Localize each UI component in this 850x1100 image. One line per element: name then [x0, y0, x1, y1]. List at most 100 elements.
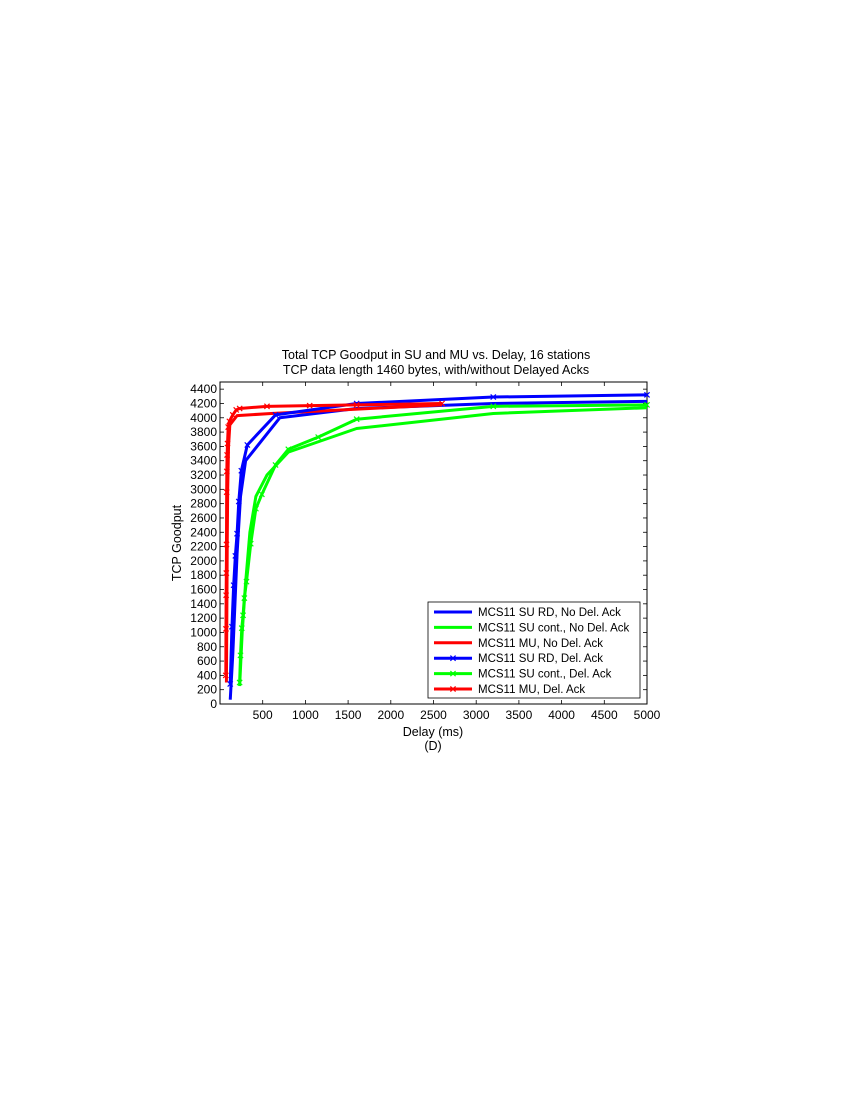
y-tick-label: 3600	[190, 439, 217, 453]
data-point	[439, 400, 446, 407]
data-point	[258, 491, 265, 498]
series	[222, 400, 446, 679]
x-tick-label: 1500	[335, 708, 362, 722]
y-axis: 0200400600800100012001400160018002000220…	[190, 382, 647, 711]
y-tick-label: 1600	[190, 583, 217, 597]
data-point	[229, 411, 236, 418]
x-tick-label: 3500	[506, 708, 533, 722]
legend-entry: MCS11 SU RD, No Del. Ack	[434, 607, 621, 619]
y-tick-label: 2000	[190, 554, 217, 568]
data-point	[230, 582, 237, 589]
data-point	[223, 489, 230, 496]
legend-items: MCS11 SU RD, No Del. Ack MCS11 SU cont., …	[434, 607, 630, 696]
data-point	[272, 411, 279, 418]
data-point	[223, 592, 230, 599]
y-tick-label: 800	[197, 640, 217, 654]
legend-label: MCS11 MU, No Del. Ack	[478, 638, 603, 650]
data-point	[225, 424, 232, 431]
y-tick-label: 3800	[190, 425, 217, 439]
x-tick-label: 1000	[292, 708, 319, 722]
y-tick-label: 400	[197, 668, 217, 682]
legend-label: MCS11 SU cont., Del. Ack	[478, 669, 612, 681]
y-tick-label: 2200	[190, 540, 217, 554]
data-point	[222, 625, 230, 632]
y-tick-label: 4400	[190, 382, 217, 396]
data-point	[449, 655, 457, 662]
data-point	[223, 570, 230, 577]
data-point	[306, 402, 313, 409]
series-line	[228, 393, 648, 685]
legend-entry: MCS11 SU cont., Del. Ack	[434, 669, 612, 681]
legend-label: MCS11 SU RD, Del. Ack	[478, 653, 603, 665]
y-tick-label: 3000	[190, 482, 217, 496]
data-point	[236, 405, 243, 412]
y-tick-label: 4200	[190, 396, 217, 410]
series-layer	[222, 391, 651, 700]
data-point	[243, 578, 250, 585]
data-point	[490, 394, 497, 401]
data-point	[222, 672, 229, 679]
data-point	[449, 685, 457, 693]
y-tick-label: 3200	[190, 468, 217, 482]
x-tick-label: 2000	[377, 708, 404, 722]
y-tick-label: 200	[197, 683, 217, 697]
data-point	[241, 595, 248, 602]
y-tick-label: 4000	[190, 411, 217, 425]
data-point	[240, 612, 247, 619]
series	[236, 401, 651, 686]
y-tick-label: 1200	[190, 611, 217, 625]
data-point	[315, 434, 322, 441]
x-axis-label: Delay (ms)	[403, 725, 463, 739]
y-tick-label: 2600	[190, 511, 217, 525]
y-tick-label: 2400	[190, 525, 217, 539]
data-point	[272, 461, 279, 469]
data-point	[252, 505, 259, 512]
data-point	[643, 391, 651, 398]
y-tick-label: 0	[210, 697, 217, 711]
data-point	[247, 540, 254, 547]
y-tick-label: 1000	[190, 625, 217, 639]
data-point	[224, 440, 231, 447]
data-point	[236, 679, 243, 686]
series-line	[224, 401, 443, 676]
data-point	[223, 468, 230, 475]
x-tick-label: 4000	[548, 708, 575, 722]
data-point	[223, 541, 230, 548]
chart-title: Total TCP Goodput in SU and MU vs. Delay…	[282, 348, 590, 362]
legend-entry: MCS11 MU, Del. Ack	[434, 684, 585, 696]
legend-entry: MCS11 MU, No Del. Ack	[434, 638, 603, 650]
y-tick-label: 600	[197, 654, 217, 668]
y-axis-label: TCP Goodput	[170, 504, 184, 581]
x-tick-label: 500	[253, 708, 273, 722]
data-point	[232, 552, 239, 559]
x-tick-label: 4500	[591, 708, 618, 722]
x-tick-label: 5000	[634, 708, 661, 722]
legend-label: MCS11 SU cont., No Del. Ack	[478, 622, 630, 634]
legend-entry: MCS11 SU RD, Del. Ack	[434, 653, 603, 665]
figure-caption: (D)	[424, 739, 441, 753]
x-tick-label: 2500	[420, 708, 447, 722]
data-point	[238, 625, 245, 632]
x-axis: 500 1000 1500 2000 2500 3000 3500 4000 4500 5000	[253, 382, 661, 722]
legend: MCS11 SU RD, No Del. Ack MCS11 SU cont., …	[427, 601, 641, 699]
data-point	[238, 467, 245, 474]
data-point	[233, 406, 240, 413]
y-tick-label: 1400	[190, 597, 217, 611]
legend-label: MCS11 SU RD, No Del. Ack	[478, 607, 621, 619]
data-point	[353, 401, 360, 408]
legend-entry: MCS11 SU cont., No Del. Ack	[434, 622, 630, 634]
data-point	[224, 451, 231, 459]
data-point	[228, 623, 235, 630]
legend-box	[427, 601, 641, 699]
data-point	[353, 416, 360, 423]
data-point	[234, 530, 241, 537]
data-point	[227, 680, 234, 687]
data-point	[235, 498, 242, 505]
data-point	[244, 441, 251, 448]
y-tick-label: 2800	[190, 497, 217, 511]
legend-label: MCS11 MU, Del. Ack	[478, 684, 585, 696]
x-tick-label: 3000	[463, 708, 490, 722]
data-point	[490, 403, 497, 410]
data-point	[263, 403, 270, 410]
